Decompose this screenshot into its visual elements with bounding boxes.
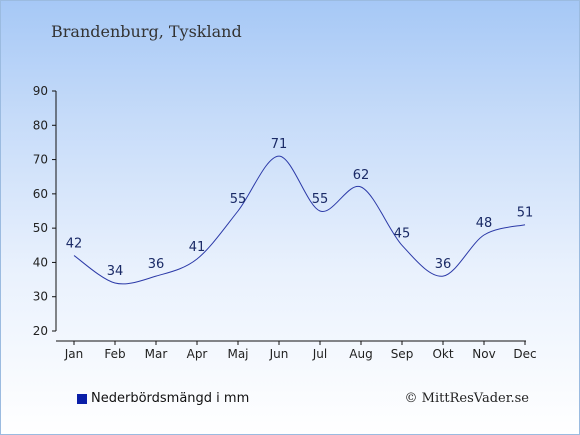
y-tick-label: 60 bbox=[33, 187, 48, 201]
x-tick-label: Maj bbox=[227, 347, 248, 361]
legend-label: Nederbördsmängd i mm bbox=[91, 391, 250, 406]
y-tick-label: 30 bbox=[33, 290, 48, 304]
x-tick-label: Okt bbox=[432, 347, 453, 361]
legend: Nederbördsmängd i mm bbox=[77, 391, 249, 406]
x-tick-label: Apr bbox=[187, 347, 208, 361]
site-credit: © MittResVader.se bbox=[404, 391, 529, 406]
x-tick-label: Jan bbox=[64, 347, 84, 361]
x-tick-label: Nov bbox=[472, 347, 495, 361]
x-tick-label: Feb bbox=[104, 347, 125, 361]
data-label: 36 bbox=[148, 257, 165, 272]
y-tick-label: 20 bbox=[33, 324, 48, 338]
data-label: 41 bbox=[189, 240, 206, 255]
data-label: 42 bbox=[66, 237, 83, 252]
x-tick-label: Aug bbox=[349, 347, 372, 361]
axes bbox=[55, 91, 526, 342]
data-label: 45 bbox=[394, 226, 411, 241]
data-label: 62 bbox=[353, 168, 370, 183]
data-label: 36 bbox=[435, 257, 452, 272]
y-tick-label: 40 bbox=[33, 255, 48, 269]
x-axis-ticks: Jan Feb Mar Apr Maj Jun Jul Aug Sep Okt Nov Dec bbox=[64, 341, 537, 361]
region-title: Brandenburg, Tyskland bbox=[51, 22, 242, 41]
data-label: 71 bbox=[271, 137, 288, 152]
data-label: 48 bbox=[476, 216, 493, 231]
x-tick-label: Mar bbox=[145, 347, 168, 361]
y-tick-label: 70 bbox=[33, 153, 48, 167]
series-line bbox=[73, 155, 526, 285]
y-tick-label: 50 bbox=[33, 221, 48, 235]
y-tick-label: 80 bbox=[33, 118, 48, 132]
legend-swatch bbox=[77, 393, 87, 404]
data-label: 55 bbox=[230, 192, 247, 207]
data-label: 51 bbox=[517, 206, 534, 221]
x-tick-label: Dec bbox=[513, 347, 536, 361]
y-axis-ticks: 20 30 40 50 60 70 80 90 bbox=[33, 84, 56, 338]
x-tick-label: Jun bbox=[269, 347, 289, 361]
y-tick-label: 90 bbox=[33, 84, 48, 98]
x-tick-label: Sep bbox=[391, 347, 414, 361]
data-label: 55 bbox=[312, 192, 329, 207]
data-label: 34 bbox=[107, 264, 124, 279]
x-tick-label: Jul bbox=[312, 347, 327, 361]
data-labels: 42 34 36 41 55 71 55 62 45 36 48 51 bbox=[66, 137, 534, 279]
